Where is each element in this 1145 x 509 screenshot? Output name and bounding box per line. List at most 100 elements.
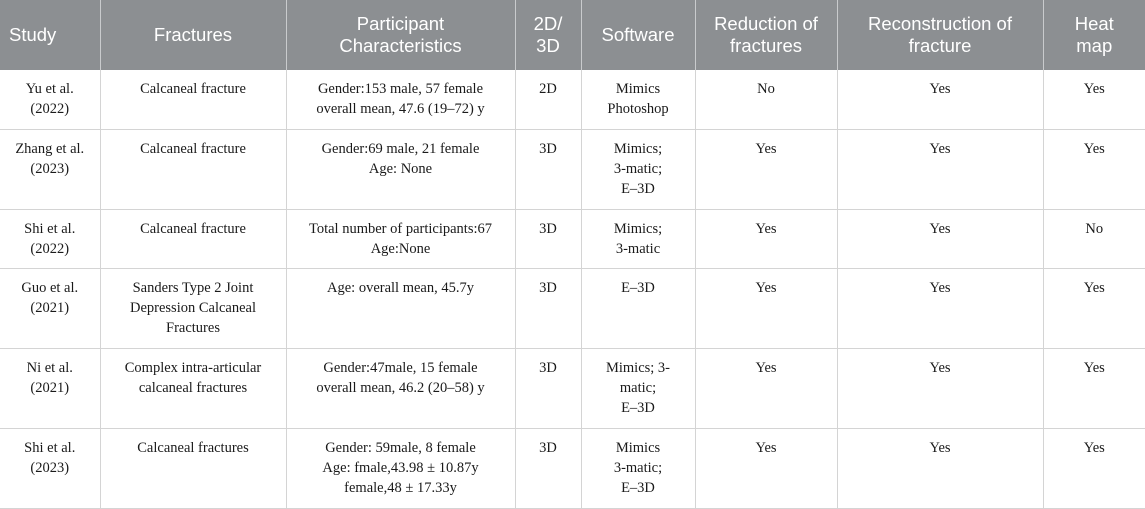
cell-line: Age: None [368,160,433,177]
cell-line: Shi et al. [24,220,76,237]
cell-dimension: 3D [515,268,582,349]
cell-participants: Gender:47male, 15 female overall mean, 4… [286,348,516,429]
cell-line: Zhang et al. [15,140,85,157]
cell-line: Calcaneal fracture [140,81,246,97]
cell-line: Age: overall mean, 45.7y [327,279,474,296]
cell-line: Fractures [166,319,220,336]
cell-software: E–3D [581,268,696,349]
cell-heat-map: No [1043,209,1145,269]
cell-reconstruction: Yes [837,70,1044,130]
cell-software: Mimics 3-matic; E–3D [581,428,696,509]
cell-line: Mimics [615,81,661,97]
cell-line: female,48 ± 17.33y [344,479,457,496]
cell-line: E–3D [621,279,655,296]
cell-fractures: Calcaneal fracture [100,129,287,210]
table-row: Guo et al. (2021) Sanders Type 2 Joint D… [0,268,1145,349]
cell-reconstruction: Yes [837,428,1044,509]
cell-line: Shi et al. [24,439,76,456]
cell-line: Depression Calcaneal [129,299,257,316]
cell-participants: Gender:153 male, 57 female overall mean,… [286,70,516,130]
header-reduction: Reduction of fractures [695,0,838,70]
cell-dimension: 3D [515,428,582,509]
table-row: Shi et al. (2022) Calcaneal fracture Tot… [0,209,1145,269]
cell-reduction: Yes [695,348,838,429]
cell-study: Zhang et al. (2023) [0,129,101,210]
header-reconstruction: Reconstruction of fracture [837,0,1044,70]
cell-line: Gender:69 male, 21 female [321,140,480,157]
cell-reconstruction: Yes [837,209,1044,269]
header-line: Reconstruction of [868,13,1012,34]
header-row: Study Fractures Participant Characterist… [0,0,1145,70]
header-line: Study [9,24,57,45]
cell-participants: Total number of participants:67 Age:None [286,209,516,269]
cell-reduction: Yes [695,428,838,509]
cell-line: E–3D [621,399,655,416]
cell-software: Mimics; 3-matic [581,209,696,269]
cell-line: Mimics; [613,140,663,157]
cell-study: Ni et al. (2021) [0,348,101,429]
cell-line: Total number of participants:67 [308,220,492,237]
cell-line: overall mean, 46.2 (20–58) y [316,379,485,396]
cell-line: Mimics [615,439,661,456]
cell-line: Age:None [370,240,431,257]
table-row: Zhang et al. (2023) Calcaneal fracture G… [0,129,1145,210]
cell-line: Gender:153 male, 57 female [317,81,484,97]
cell-line: Age: fmale,43.98 ± 10.87y [322,459,479,476]
cell-line: Calcaneal fractures [137,439,249,456]
cell-heat-map: Yes [1043,129,1145,210]
header-participant-characteristics: Participant Characteristics [286,0,516,70]
table-row: Shi et al. (2023) Calcaneal fractures Ge… [0,428,1145,509]
cell-line: Gender:47male, 15 female [323,359,478,376]
cell-line: Yu et al. [25,81,74,97]
header-line: Reduction of [714,13,818,34]
cell-participants: Age: overall mean, 45.7y [286,268,516,349]
cell-line: Mimics; [613,220,663,237]
cell-line: overall mean, 47.6 (19–72) y [316,101,485,117]
header-line: fractures [730,35,802,56]
cell-line: 3-matic; [613,459,663,476]
cell-fractures: Sanders Type 2 Joint Depression Calcanea… [100,268,287,349]
table-row: Ni et al. (2021) Complex intra-articular… [0,348,1145,429]
cell-line: (2022) [30,240,70,257]
cell-heat-map: Yes [1043,268,1145,349]
cell-software: Mimics; 3- matic; E–3D [581,348,696,429]
cell-study: Shi et al. (2023) [0,428,101,509]
cell-line: Ni et al. [26,359,73,376]
cell-line: Gender: 59male, 8 female [325,439,476,456]
cell-line: Calcaneal fracture [140,220,246,237]
header-line: Characteristics [339,35,462,56]
cell-reduction: Yes [695,209,838,269]
cell-line: (2023) [30,459,70,476]
cell-fractures: Calcaneal fracture [100,70,287,130]
cell-dimension: 3D [515,209,582,269]
cell-participants: Gender:69 male, 21 female Age: None [286,129,516,210]
cell-reconstruction: Yes [837,129,1044,210]
cell-dimension: 3D [515,129,582,210]
cell-study: Shi et al. (2022) [0,209,101,269]
cell-software: Mimics; 3-matic; E–3D [581,129,696,210]
cell-line: (2021) [30,379,70,396]
cell-heat-map: Yes [1043,348,1145,429]
cell-line: calcaneal fractures [138,379,248,396]
cell-reconstruction: Yes [837,268,1044,349]
cell-line: (2021) [30,299,70,316]
header-line: 3D [536,35,560,56]
cell-participants: Gender: 59male, 8 female Age: fmale,43.9… [286,428,516,509]
header-fractures: Fractures [100,0,287,70]
cell-line: Guo et al. [21,279,79,296]
cell-line: (2022) [30,101,70,117]
cell-line: Sanders Type 2 Joint [132,279,254,296]
cell-line: 3-matic; [613,160,663,177]
cell-line: Calcaneal fracture [140,140,246,157]
cell-study: Guo et al. (2021) [0,268,101,349]
header-line: Heat [1074,13,1114,34]
cell-fractures: Calcaneal fractures [100,428,287,509]
table-body: Yu et al. (2022) Calcaneal fracture Gend… [0,70,1145,509]
header-line: Participant [356,13,445,34]
cell-software: Mimics Photoshop [581,70,696,130]
header-line: Software [601,24,675,45]
header-line: map [1076,35,1113,56]
header-heat-map: Heat map [1043,0,1145,70]
cell-line: Photoshop [607,101,669,117]
